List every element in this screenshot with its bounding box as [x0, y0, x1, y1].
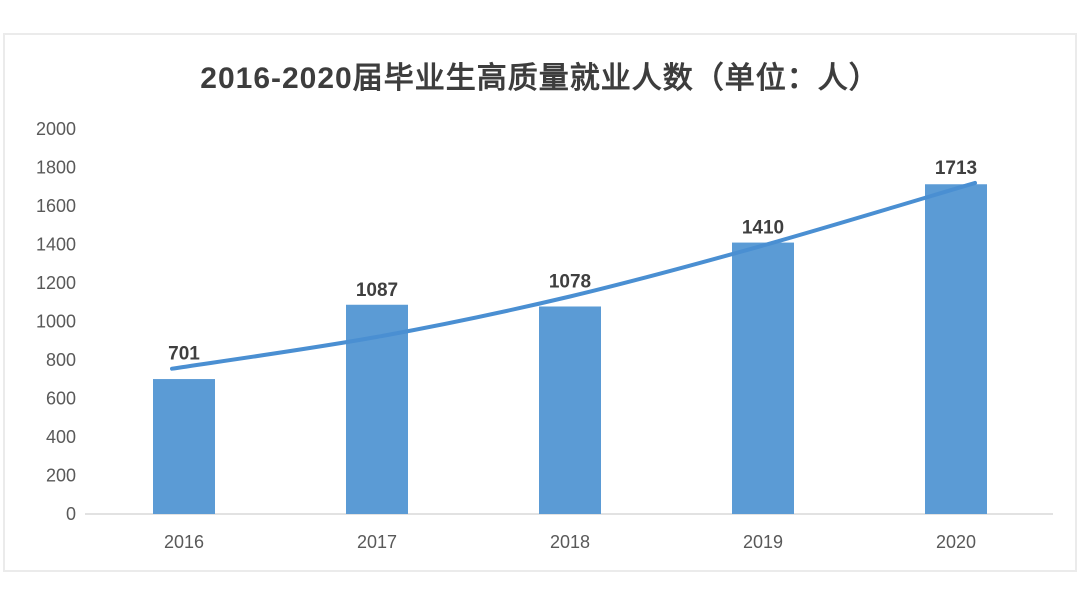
y-tick-label-1800: 1800 — [36, 158, 76, 178]
trendline — [170, 180, 977, 371]
y-tick-label-2000: 2000 — [36, 119, 76, 139]
y-tick-label-1400: 1400 — [36, 235, 76, 255]
y-tick-label-1600: 1600 — [36, 196, 76, 216]
y-tick-label-400: 400 — [46, 427, 76, 447]
x-tick-label-2018: 2018 — [550, 532, 590, 552]
y-tick-label-600: 600 — [46, 389, 76, 409]
data-label-2017: 1087 — [356, 280, 398, 301]
bar-2020 — [925, 184, 987, 514]
y-tick-label-0: 0 — [66, 504, 76, 524]
y-tick-label-1200: 1200 — [36, 273, 76, 293]
data-label-2018: 1078 — [549, 271, 591, 292]
chart-title: 2016-2020届毕业生高质量就业人数（单位：人） — [200, 62, 880, 95]
x-tick-label-2019: 2019 — [743, 532, 783, 552]
y-tick-label-200: 200 — [46, 466, 76, 486]
bar-2019 — [732, 242, 794, 514]
y-tick-label-1000: 1000 — [36, 312, 76, 332]
x-tick-label-2016: 2016 — [164, 532, 204, 552]
data-label-2016: 701 — [168, 344, 200, 365]
x-tick-label-2017: 2017 — [357, 532, 397, 552]
y-tick-label-800: 800 — [46, 350, 76, 370]
x-tick-label-2020: 2020 — [936, 532, 976, 552]
data-label-2019: 1410 — [742, 218, 784, 239]
data-label-2020: 1713 — [935, 158, 977, 179]
bar-2016 — [153, 379, 215, 514]
bar-2018 — [539, 306, 601, 514]
